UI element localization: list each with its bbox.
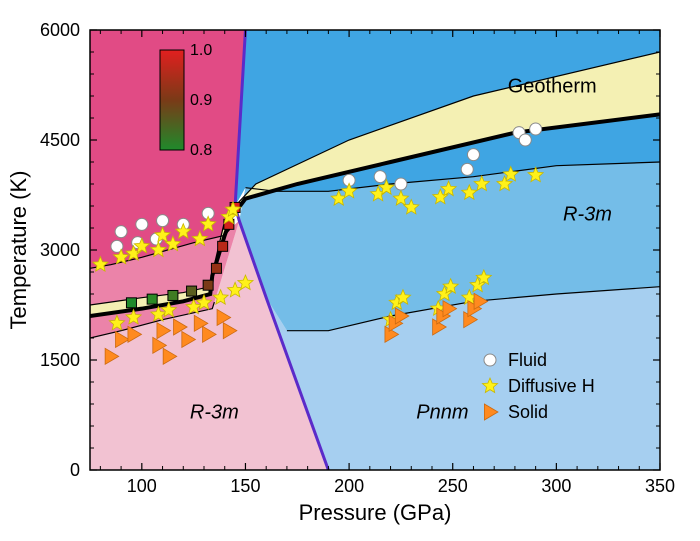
colorbar (160, 50, 184, 150)
boundary-square (147, 294, 157, 304)
point-fluid (136, 218, 148, 230)
pnnm-label: Pnnm (416, 402, 468, 424)
legend-label-solid: Solid (508, 402, 548, 422)
xtick-label: 200 (334, 476, 364, 496)
boundary-square (203, 280, 213, 290)
ytick-label: 0 (70, 460, 80, 480)
colorbar-tick: 0.9 (190, 92, 212, 109)
point-fluid (519, 134, 531, 146)
phase-diagram-chart: { "chart": { "type": "scatter-phase-diag… (0, 0, 700, 541)
r3m-right-label: R-3m (563, 204, 612, 226)
r3m-left-label: R-3m (190, 402, 239, 424)
ytick-label: 6000 (40, 20, 80, 40)
xtick-label: 300 (541, 476, 571, 496)
legend-label-diffusiveH: Diffusive H (508, 376, 595, 396)
xtick-label: 150 (230, 476, 260, 496)
y-axis-label: Temperature (K) (6, 171, 31, 330)
ytick-label: 3000 (40, 240, 80, 260)
chart-svg: Geotherm R-3m R-3m Pnnm 100 150 200 250 300 350 0 1… (0, 0, 700, 541)
point-fluid (115, 226, 127, 238)
x-axis-label: Pressure (GPa) (299, 500, 452, 525)
legend-label-fluid: Fluid (508, 350, 547, 370)
boundary-square (168, 290, 178, 300)
point-fluid (467, 149, 479, 161)
ytick-label: 1500 (40, 350, 80, 370)
legend-marker-fluid (484, 354, 496, 366)
point-fluid (157, 215, 169, 227)
ytick-label: 4500 (40, 130, 80, 150)
geotherm-label: Geotherm (508, 75, 597, 97)
xtick-label: 100 (127, 476, 157, 496)
boundary-square (187, 286, 197, 296)
xtick-label: 250 (438, 476, 468, 496)
colorbar-tick: 0.8 (190, 142, 212, 159)
point-fluid (530, 123, 542, 135)
point-fluid (461, 163, 473, 175)
colorbar-tick: 1.0 (190, 42, 212, 59)
point-fluid (395, 178, 407, 190)
point-fluid (374, 171, 386, 183)
xtick-label: 350 (645, 476, 675, 496)
boundary-square (211, 263, 221, 273)
boundary-square (218, 241, 228, 251)
boundary-square (126, 298, 136, 308)
